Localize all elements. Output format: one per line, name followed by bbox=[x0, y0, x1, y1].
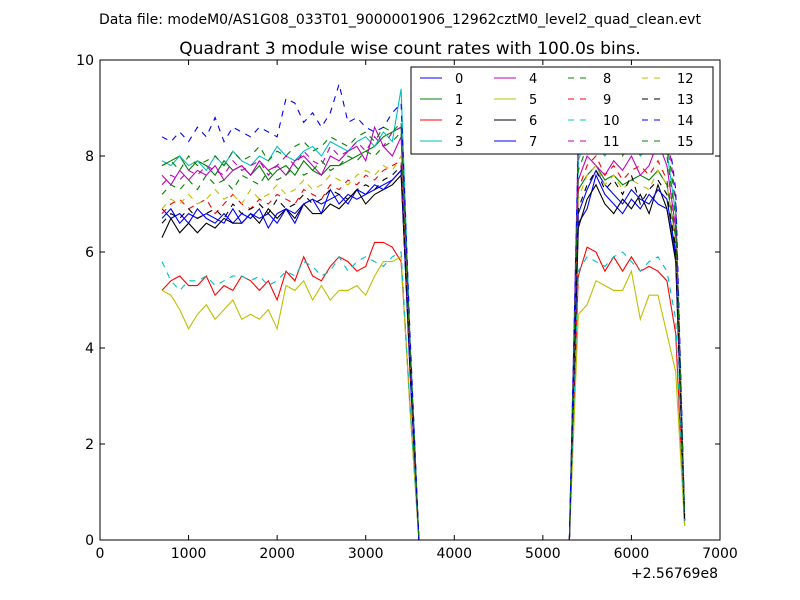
legend-label-15: 15 bbox=[677, 135, 694, 150]
legend-label-0: 0 bbox=[455, 72, 463, 87]
x-tick-label: 2000 bbox=[259, 546, 295, 562]
x-tick-label: 1000 bbox=[171, 546, 207, 562]
series-line-9 bbox=[161, 155, 686, 540]
series-line-5 bbox=[161, 255, 686, 540]
y-tick-label: 4 bbox=[85, 341, 94, 357]
legend-label-10: 10 bbox=[603, 114, 620, 129]
legend-label-7: 7 bbox=[529, 135, 537, 150]
suptitle: Data file: modeM0/AS1G08_033T01_90000019… bbox=[99, 12, 701, 28]
legend-label-4: 4 bbox=[529, 72, 537, 87]
legend-label-2: 2 bbox=[455, 114, 463, 129]
chart-title: Quadrant 3 module wise count rates with … bbox=[179, 39, 640, 59]
y-tick-label: 0 bbox=[85, 533, 94, 549]
x-tick-label: 5000 bbox=[525, 546, 561, 562]
y-tick-label: 2 bbox=[85, 437, 94, 453]
x-axis-offset-label: +2.56769e8 bbox=[631, 566, 718, 582]
x-tick-label: 6000 bbox=[614, 546, 650, 562]
x-tick-label: 3000 bbox=[348, 546, 384, 562]
series-line-13 bbox=[161, 164, 686, 540]
legend-label-9: 9 bbox=[603, 93, 611, 108]
legend-label-1: 1 bbox=[455, 93, 463, 108]
legend-label-5: 5 bbox=[529, 93, 537, 108]
legend-label-12: 12 bbox=[677, 72, 694, 87]
legend-label-6: 6 bbox=[529, 114, 537, 129]
y-tick-label: 8 bbox=[85, 149, 94, 165]
legend-label-13: 13 bbox=[677, 93, 694, 108]
plot-frame bbox=[99, 59, 721, 541]
y-tick-label: 10 bbox=[76, 53, 94, 69]
legend-box bbox=[410, 66, 714, 155]
series-line-2 bbox=[161, 241, 686, 540]
series-line-4 bbox=[161, 125, 686, 540]
legend-label-3: 3 bbox=[455, 135, 463, 150]
series-line-12 bbox=[161, 154, 686, 540]
series-line-0 bbox=[161, 169, 686, 540]
legend-label-11: 11 bbox=[603, 135, 620, 150]
series-line-8 bbox=[161, 111, 686, 540]
x-tick-label: 7000 bbox=[702, 546, 738, 562]
y-tick-label: 6 bbox=[85, 245, 94, 261]
series-line-10 bbox=[161, 251, 686, 540]
legend-label-8: 8 bbox=[603, 72, 611, 87]
legend-label-14: 14 bbox=[677, 114, 694, 129]
x-tick-label: 4000 bbox=[436, 546, 472, 562]
series-line-14 bbox=[161, 77, 686, 540]
x-tick-label: 0 bbox=[96, 546, 105, 562]
